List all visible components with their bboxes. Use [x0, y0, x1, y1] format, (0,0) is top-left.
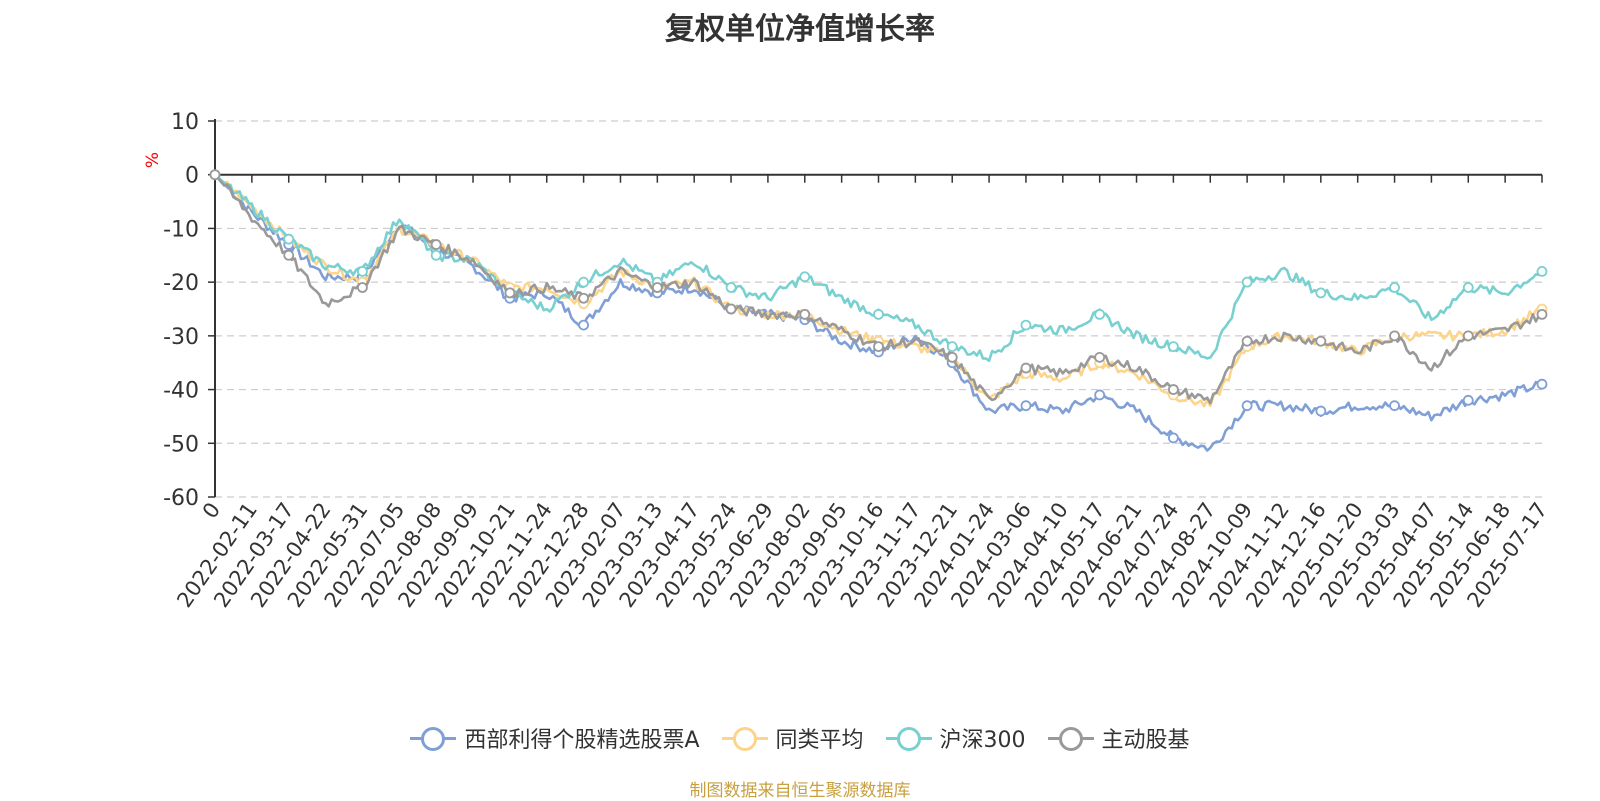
series-point [1389, 330, 1400, 342]
y-tick-label: -10 [163, 217, 199, 242]
legend-marker-icon [1047, 726, 1094, 751]
series-point [283, 249, 295, 261]
series-point [1536, 265, 1548, 277]
y-tick-label: -40 [163, 379, 199, 404]
y-tick-label: -20 [163, 271, 199, 296]
series-point [1094, 389, 1106, 401]
y-tick-label: -30 [163, 325, 199, 350]
series-point [1167, 432, 1179, 444]
legend-item[interactable]: 沪深300 [885, 722, 1026, 754]
series-point [1241, 335, 1253, 347]
series-line [214, 173, 1543, 405]
y-tick-label: 10 [171, 110, 199, 135]
series-point [357, 282, 368, 293]
series-point [946, 341, 958, 353]
series-line [214, 173, 1543, 362]
series-point [578, 319, 590, 331]
legend-marker-icon [721, 726, 768, 751]
source-note: 制图数据来自恒生聚源数据库 [689, 781, 911, 801]
series-point [1315, 287, 1327, 299]
y-tick-label: -50 [163, 432, 199, 457]
series-point [1167, 341, 1179, 353]
series-point [504, 287, 516, 299]
series-point [283, 233, 295, 245]
series-point [1462, 282, 1474, 293]
series-point [430, 249, 442, 261]
legend-label: 主动股基 [1101, 728, 1190, 753]
series-point [1536, 378, 1548, 390]
series-point [1389, 282, 1400, 293]
series-point [430, 239, 442, 250]
chart-title: 复权单位净值增长率 [665, 12, 935, 47]
y-tick-label: -60 [163, 486, 199, 511]
series-point [578, 276, 590, 288]
x-tick-label: 0 [198, 498, 225, 523]
series-point [1241, 400, 1253, 412]
legend-marker-icon [885, 726, 932, 751]
series-point [1536, 308, 1548, 320]
series-point [1094, 308, 1106, 320]
series-point [873, 341, 884, 353]
series-point [1462, 394, 1474, 406]
series-point [578, 292, 590, 304]
legend-label: 沪深300 [939, 728, 1026, 753]
series-point [725, 282, 737, 293]
series-point [725, 303, 737, 315]
series-point [1020, 319, 1032, 331]
series-line [214, 173, 1543, 408]
series-point [651, 282, 663, 293]
series-point [1315, 335, 1327, 347]
series-point [946, 351, 958, 363]
legend-item[interactable]: 同类平均 [721, 722, 864, 754]
series-point [1094, 351, 1106, 363]
series-point [873, 308, 884, 320]
series-point [1020, 362, 1032, 374]
chart-legend: 西部利得个股精选股票A 同类平均 沪深300 主动股基 [0, 718, 1600, 758]
series-point [799, 308, 811, 320]
series-point [799, 271, 811, 283]
series-point [1167, 384, 1179, 395]
series-point [1389, 400, 1400, 412]
series-point [1315, 405, 1327, 417]
line-chart: 100-10-20-30-40-50-60%02022-02-112022-03… [143, 110, 1552, 612]
series-point [1241, 276, 1253, 288]
series-point [209, 169, 221, 181]
legend-label: 西部利得个股精选股票A [464, 728, 700, 753]
legend-item[interactable]: 主动股基 [1047, 722, 1190, 754]
legend-item[interactable]: 西部利得个股精选股票A [410, 722, 700, 754]
series-point [1462, 330, 1474, 342]
series-point [357, 265, 368, 277]
series-point [1020, 400, 1032, 412]
legend-label: 同类平均 [775, 728, 864, 753]
y-axis-label: % [143, 152, 163, 168]
legend-marker-icon [410, 726, 457, 751]
y-tick-label: 0 [185, 164, 199, 189]
